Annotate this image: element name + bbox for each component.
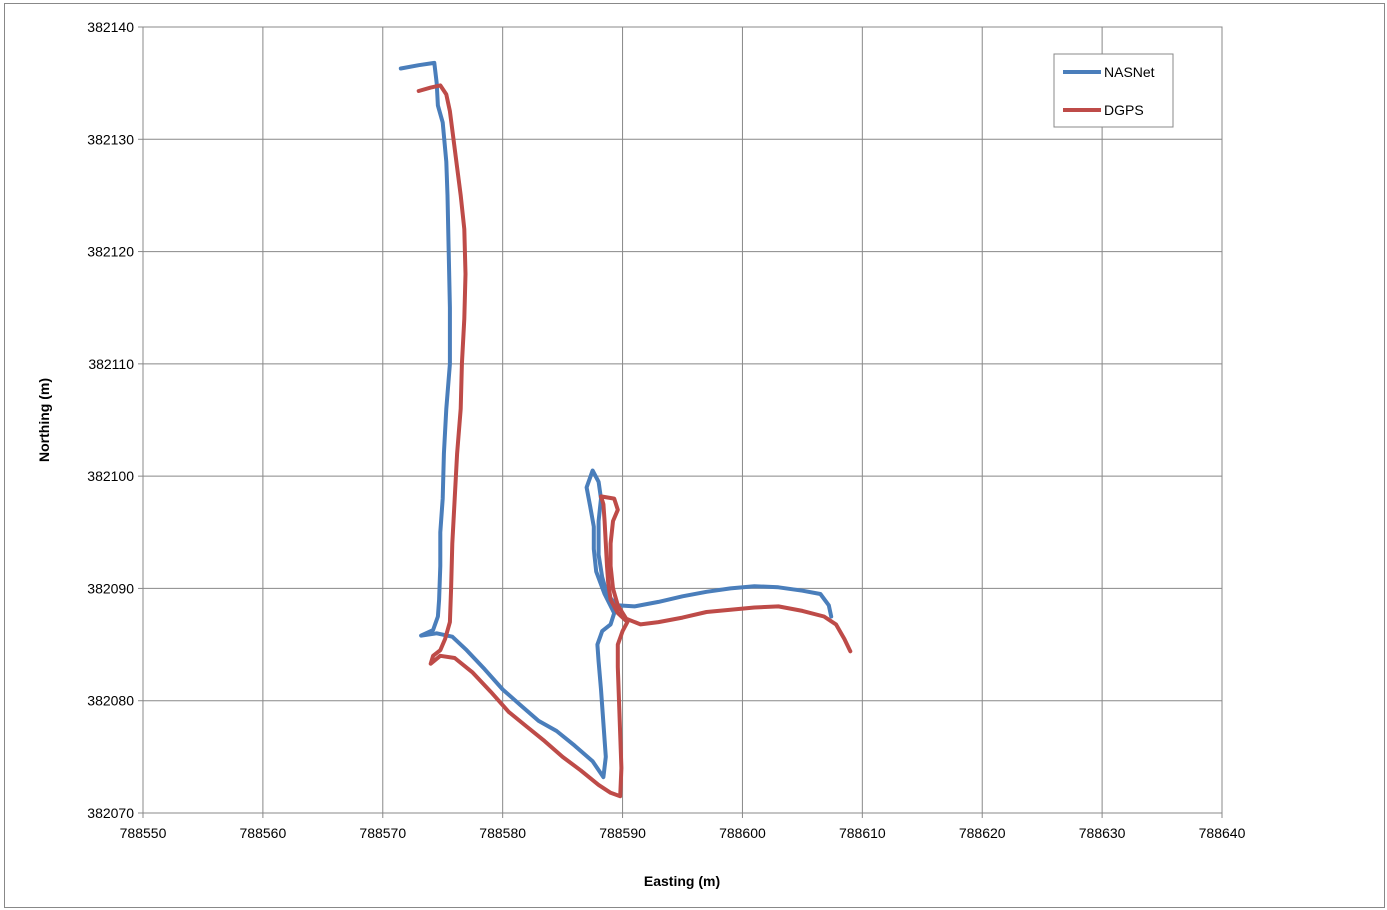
x-axis-title: Easting (m) xyxy=(644,873,720,889)
y-tick-label: 382120 xyxy=(87,244,134,260)
y-tick-label: 382130 xyxy=(87,131,134,147)
y-tick-label: 382070 xyxy=(87,805,134,821)
plot-area xyxy=(142,26,1223,814)
y-tick-label: 382090 xyxy=(87,580,134,596)
x-tick-label: 788600 xyxy=(719,825,766,841)
chart-frame xyxy=(4,3,1385,908)
y-tick-label: 382080 xyxy=(87,693,134,709)
series-line-nasnet xyxy=(398,60,834,780)
series-lines xyxy=(398,60,853,799)
x-tick-label: 788640 xyxy=(1199,825,1246,841)
x-tick-label: 788590 xyxy=(599,825,646,841)
legend-box xyxy=(1053,53,1174,128)
series-line-dgps xyxy=(416,83,853,799)
y-tick-label: 382140 xyxy=(87,19,134,35)
legend-label-nasnet: NASNet xyxy=(1104,64,1155,80)
x-tick-label: 788610 xyxy=(839,825,886,841)
x-tick-label: 788630 xyxy=(1079,825,1126,841)
x-tick-label: 788580 xyxy=(479,825,526,841)
tick-labels: 788550 788560 788570 788580 788590 788600 7886… xyxy=(87,19,1245,841)
y-tick-label: 382100 xyxy=(87,468,134,484)
x-tick-label: 788620 xyxy=(959,825,1006,841)
x-tick-label: 788550 xyxy=(120,825,167,841)
x-tick-label: 788570 xyxy=(359,825,406,841)
grid-lines xyxy=(138,26,1223,818)
x-tick-label: 788560 xyxy=(240,825,287,841)
y-tick-label: 382110 xyxy=(88,356,134,372)
legend-label-dgps: DGPS xyxy=(1104,102,1144,118)
legend: NASNet DGPS xyxy=(1053,53,1174,128)
y-axis-title: Northing (m) xyxy=(36,378,52,462)
